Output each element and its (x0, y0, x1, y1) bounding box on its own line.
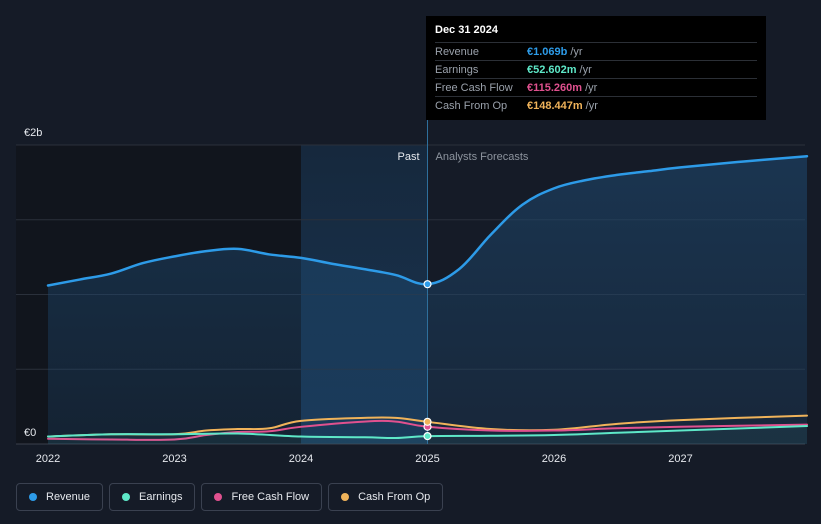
legend-label: Revenue (46, 491, 91, 503)
tooltip-value: €115.260m (527, 81, 583, 94)
forecast-label: Analysts Forecasts (436, 151, 529, 163)
legend-dot-icon (214, 493, 223, 501)
series-line-revenue (46, 154, 809, 287)
hover-point-earnings (423, 432, 432, 441)
tooltip-value: €52.602m (527, 63, 577, 76)
series-line-cash-from-op (47, 414, 808, 438)
tooltip-value: €1.069b (527, 45, 568, 58)
tooltip-row-cash-from-op: Cash From Op €148.447m /yr (435, 96, 757, 114)
hover-point-cash-from-op (423, 417, 432, 426)
x-tick-label: 2023 (162, 453, 186, 465)
tooltip-date: Dec 31 2024 (435, 24, 498, 36)
legend-label: Earnings (139, 491, 183, 503)
series-line-earnings (47, 425, 808, 440)
tooltip-row-earnings: Earnings €52.602m /yr (435, 60, 757, 78)
x-tick-label: 2026 (542, 453, 566, 465)
legend-label: Cash From Op (358, 491, 431, 503)
legend-dot-icon (29, 493, 37, 501)
chart-legend: Revenue Earnings Free Cash Flow Cash Fro… (16, 483, 444, 511)
x-tick-label: 2025 (415, 453, 439, 465)
past-label: Past (397, 151, 419, 163)
tooltip-unit: /yr (570, 45, 583, 58)
tooltip-row-free-cash-flow: Free Cash Flow €115.260m /yr (435, 78, 757, 96)
legend-item-earnings[interactable]: Earnings (109, 483, 196, 511)
earnings-area (48, 426, 807, 444)
legend-item-cash-from-op[interactable]: Cash From Op (328, 483, 444, 511)
tooltip-row-revenue: Revenue €1.069b /yr (435, 42, 757, 60)
series-line-free-cash-flow (47, 419, 808, 441)
legend-item-free-cash-flow[interactable]: Free Cash Flow (201, 483, 323, 511)
tooltip-label: Cash From Op (435, 99, 508, 112)
y-axis-top-label: €2b (24, 127, 42, 139)
x-tick-label: 2024 (289, 453, 313, 465)
hover-point-revenue (423, 280, 432, 289)
tooltip-label: Free Cash Flow (435, 81, 513, 94)
tooltip-unit: /yr (579, 63, 592, 76)
y-axis-bottom-label: €0 (24, 427, 36, 439)
x-tick-label: 2027 (668, 453, 692, 465)
tooltip-label: Revenue (435, 45, 480, 58)
legend-item-revenue[interactable]: Revenue (16, 483, 104, 511)
legend-label: Free Cash Flow (231, 491, 310, 503)
tooltip-label: Earnings (435, 63, 479, 76)
legend-dot-icon (122, 493, 131, 501)
data-tooltip: Dec 31 2024 Revenue €1.069b /yr Earnings… (426, 16, 766, 120)
tooltip-unit: /yr (585, 99, 598, 112)
tooltip-value: €148.447m (527, 99, 583, 112)
tooltip-unit: /yr (585, 81, 598, 94)
x-tick-label: 2022 (36, 453, 60, 465)
legend-dot-icon (341, 493, 350, 501)
